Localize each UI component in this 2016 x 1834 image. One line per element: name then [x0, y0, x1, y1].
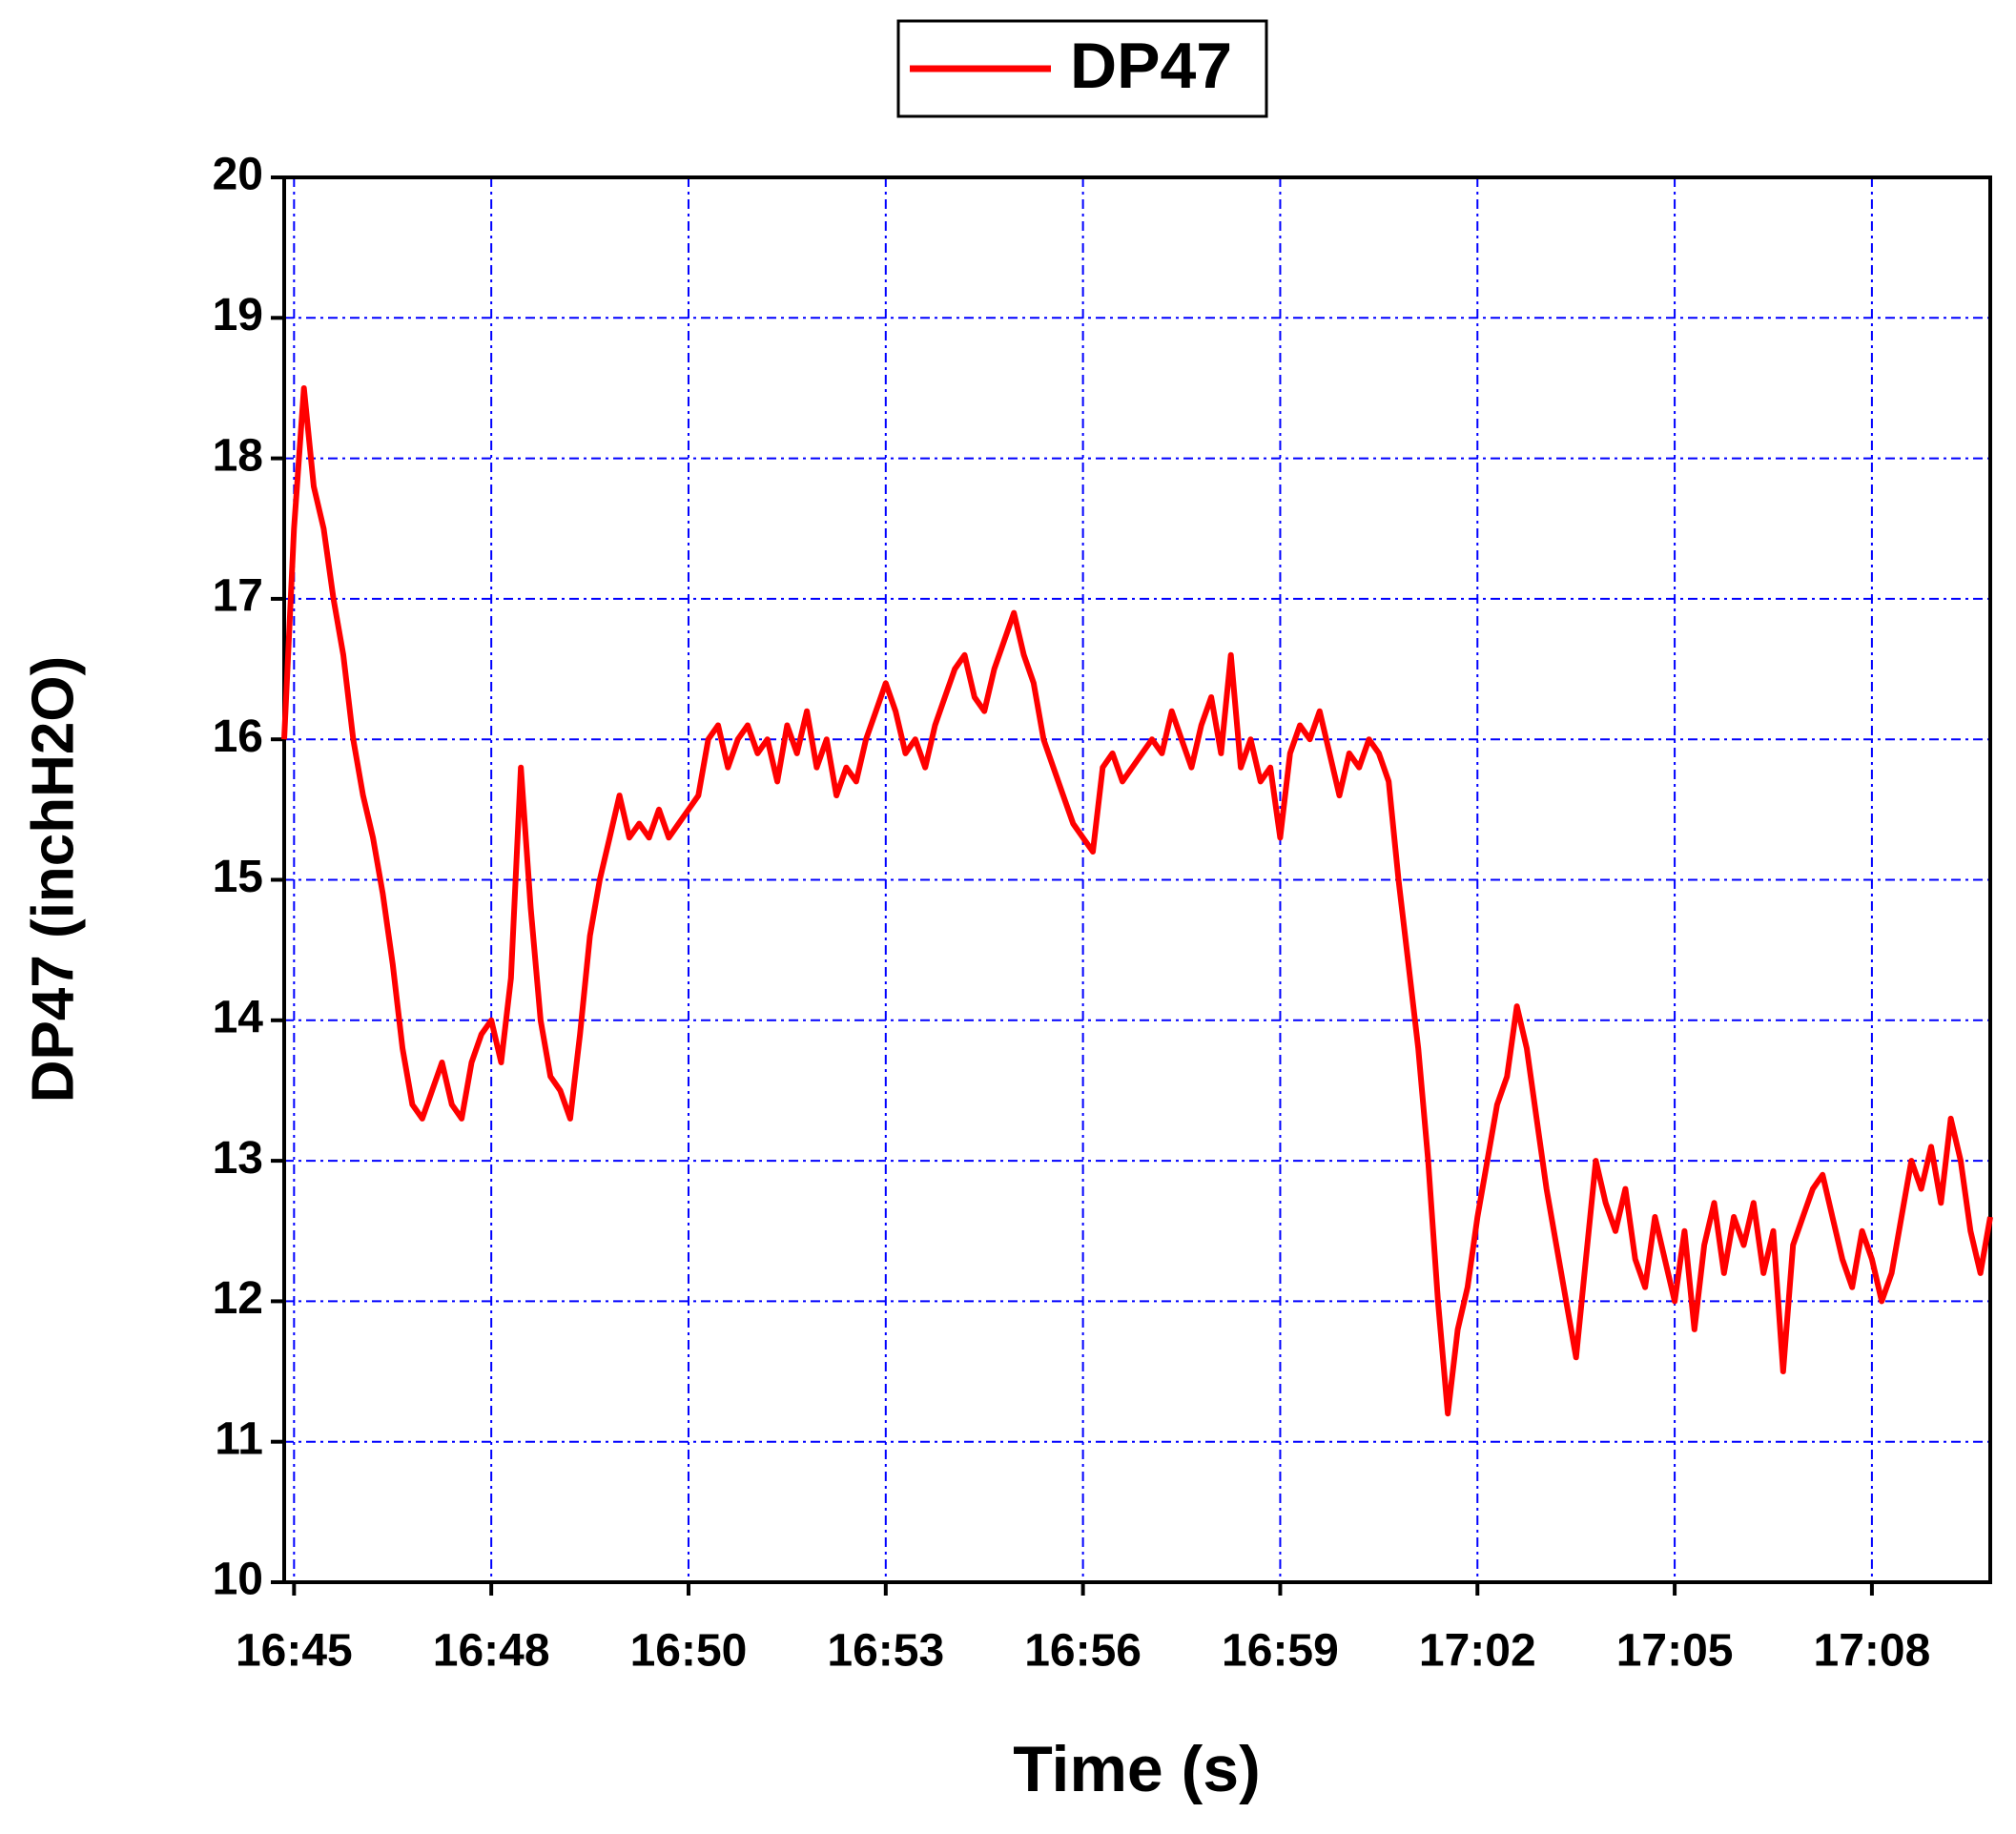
x-tick-label: 17:08	[1814, 1626, 1931, 1677]
x-tick-label: 16:48	[433, 1626, 550, 1677]
x-tick-label: 16:45	[236, 1626, 353, 1677]
x-tick-label: 16:50	[630, 1626, 748, 1677]
plot-frame	[282, 175, 1992, 1584]
x-axis-label: Time (s)	[1013, 1733, 1260, 1805]
y-tick-label: 13	[213, 1133, 263, 1184]
y-tick-label: 14	[213, 992, 264, 1042]
x-tick-label: 16:56	[1024, 1626, 1142, 1677]
y-tick-label: 16	[213, 711, 263, 762]
x-tick-label: 16:59	[1222, 1626, 1339, 1677]
y-tick-label: 17	[213, 571, 263, 622]
y-tick-label: 12	[213, 1273, 263, 1324]
x-tick-label: 16:53	[827, 1626, 944, 1677]
y-tick-label: 19	[213, 290, 263, 340]
y-tick-label: 10	[213, 1555, 263, 1605]
y-tick-label: 15	[213, 852, 263, 902]
x-tick-label: 17:02	[1419, 1626, 1536, 1677]
legend-label: DP47	[1070, 30, 1232, 102]
x-tick-label: 17:05	[1616, 1626, 1734, 1677]
y-tick-label: 18	[213, 430, 263, 481]
y-axis-label: DP47 (inchH2O)	[20, 656, 86, 1103]
y-tick-label: 11	[215, 1413, 263, 1464]
data-line	[281, 385, 1993, 1417]
y-tick-label: 20	[213, 150, 263, 200]
